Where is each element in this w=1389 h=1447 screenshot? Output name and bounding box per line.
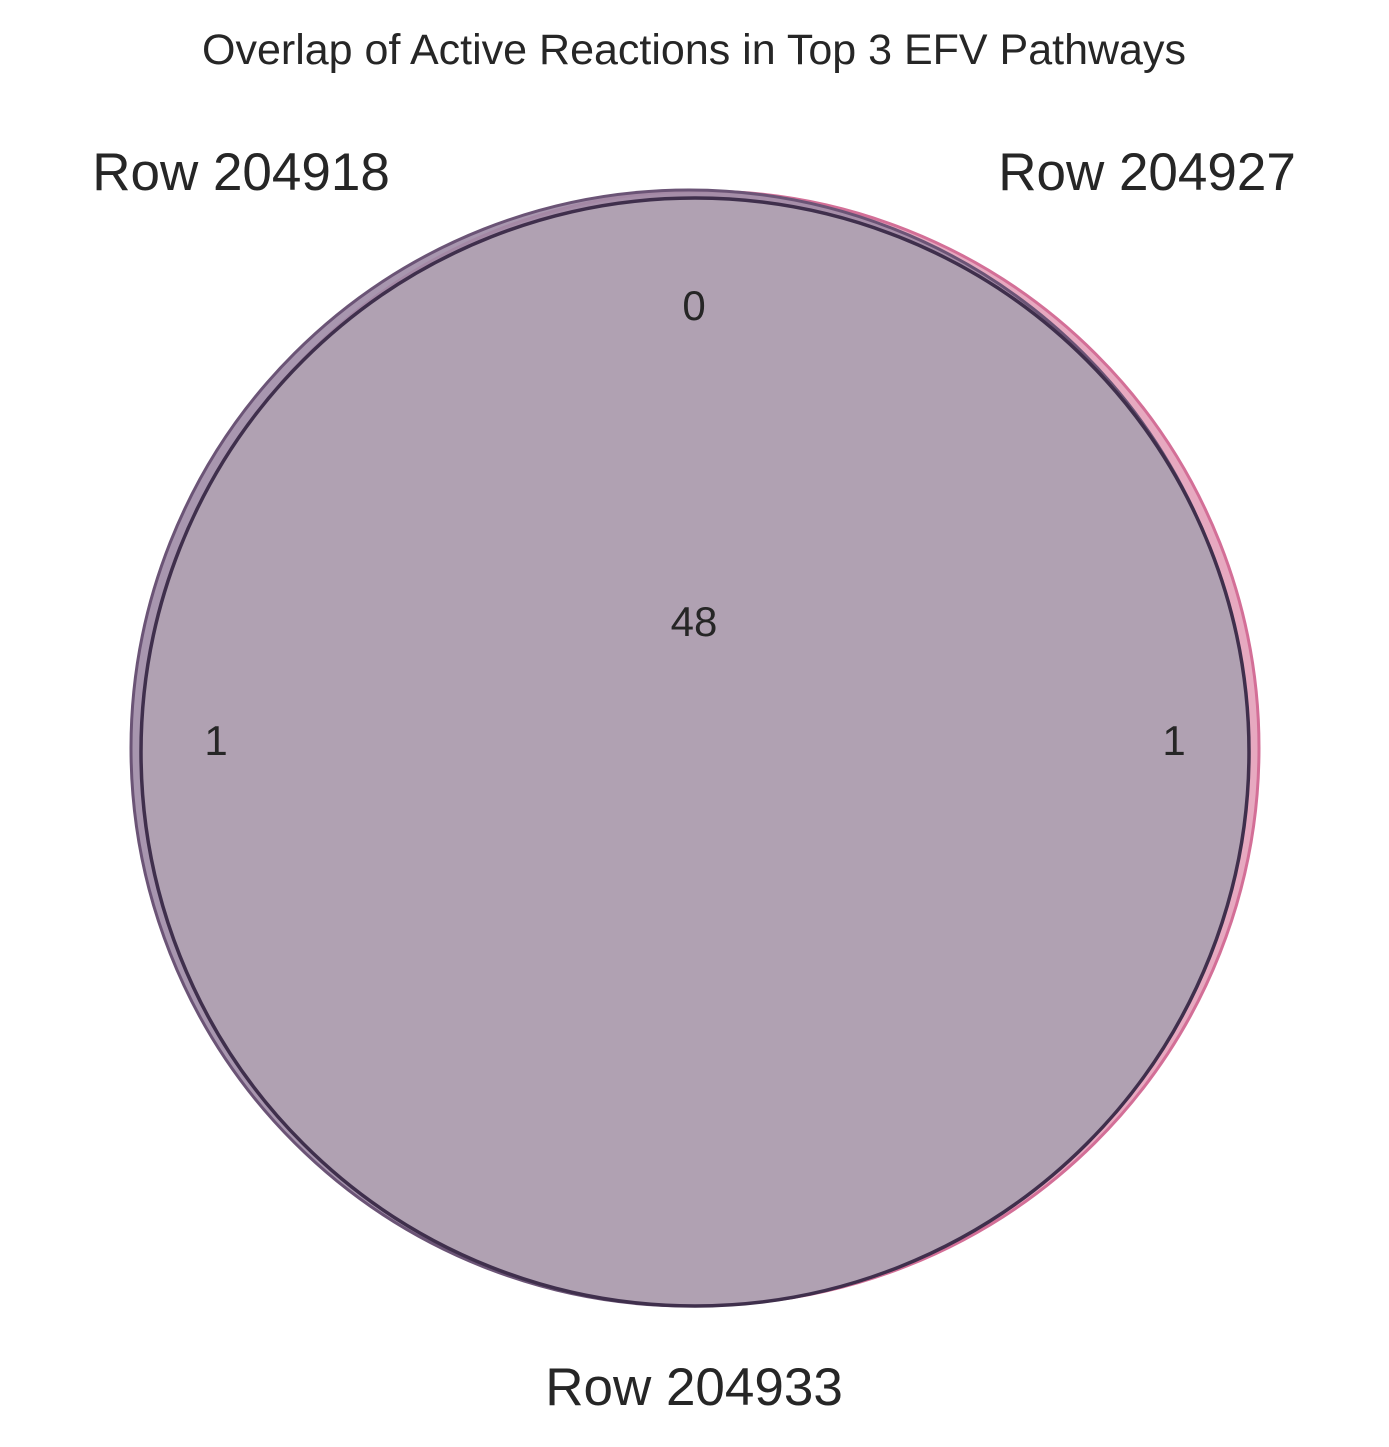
venn-circles <box>129 188 1261 1308</box>
region-label-only-204927: 1 <box>1162 717 1185 764</box>
set-label-row-204918: Row 204918 <box>92 143 390 202</box>
region-label-204918-204927: 0 <box>682 282 705 329</box>
region-label-only-204918: 1 <box>204 717 227 764</box>
circle-row-204933 <box>139 196 1251 1308</box>
set-label-row-204933: Row 204933 <box>545 1358 843 1417</box>
region-label-all-three: 48 <box>671 598 718 645</box>
set-label-row-204927: Row 204927 <box>998 143 1296 202</box>
chart-title: Overlap of Active Reactions in Top 3 EFV… <box>202 26 1186 74</box>
